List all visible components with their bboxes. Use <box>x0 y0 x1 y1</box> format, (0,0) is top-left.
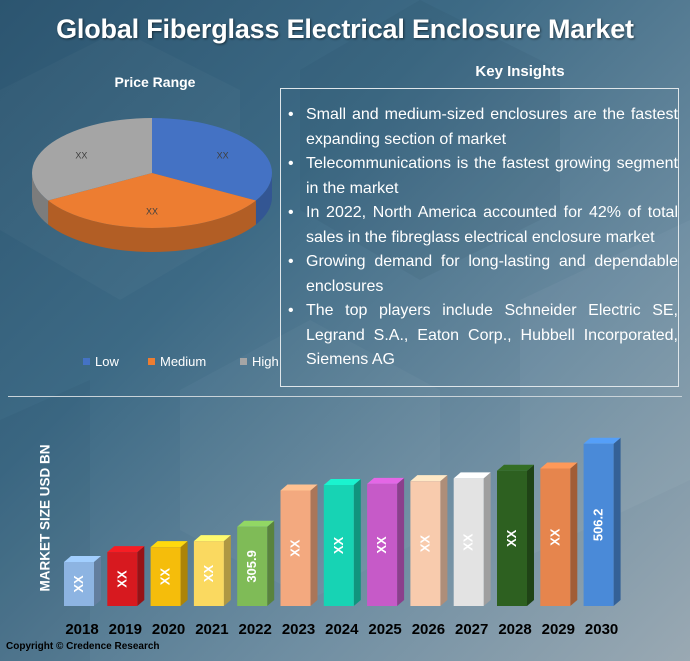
pie-slice-high <box>32 118 152 201</box>
bar-side-2021 <box>223 535 231 606</box>
bar-2019 <box>107 552 138 606</box>
legend-label-high: High <box>252 354 279 369</box>
legend-swatch-high <box>240 358 247 365</box>
bar-2020 <box>150 547 181 606</box>
bar-top-2028 <box>497 464 534 471</box>
bar-data-label: XX <box>201 565 216 583</box>
section-divider <box>8 396 682 397</box>
bar-top-2022 <box>237 520 275 527</box>
bar-2021 <box>193 541 224 606</box>
bar-side-2022 <box>267 520 275 606</box>
bar-side-2023 <box>310 484 318 606</box>
price-range-pie-chart: XX XX XX <box>32 118 272 252</box>
legend-item-medium: Medium <box>148 354 206 370</box>
legend-item-high: High <box>240 354 279 370</box>
bar-side-2024 <box>353 479 361 606</box>
legend-label-low: Low <box>95 354 119 369</box>
insight-item: Growing demand for long-lasting and depe… <box>286 250 678 299</box>
x-tick-label: 2026 <box>411 621 446 638</box>
insight-item: Telecommunications is the fastest growin… <box>286 152 678 201</box>
bar-side-2019 <box>137 546 145 606</box>
bar-2024 <box>323 485 354 606</box>
insights-box <box>280 88 679 387</box>
bar-data-label: XX <box>331 537 346 555</box>
bar-side-2018 <box>94 556 101 606</box>
bar-data-label: XX <box>547 528 562 546</box>
bar-top-2023 <box>280 484 318 491</box>
insight-item: In 2022, North America accounted for 42%… <box>286 201 678 250</box>
x-tick-label: 2027 <box>455 621 489 638</box>
x-tick-label: 2019 <box>108 621 142 638</box>
x-tick-label: 2020 <box>151 621 186 638</box>
pie-slice-side-low <box>255 173 272 225</box>
bar-2022 <box>237 526 268 606</box>
x-tick-label: 2025 <box>368 621 402 638</box>
pie-data-label: XX <box>75 150 87 160</box>
bar-2027 <box>453 478 484 606</box>
bar-side-2026 <box>440 475 448 606</box>
bar-side-2030 <box>613 437 621 606</box>
insights-title: Key Insights <box>475 63 565 80</box>
market-size-bar-chart: XX XX XX XX 305.9 XX XX XX XX XX XX XX 506.2 <box>64 437 621 606</box>
bar-top-2029 <box>540 462 578 469</box>
bar-data-label: XX <box>504 529 519 547</box>
bar-data-label: XX <box>71 575 86 593</box>
bar-2026 <box>410 481 441 606</box>
x-tick-label: 2022 <box>238 621 272 638</box>
bar-2028 <box>497 470 527 606</box>
x-tick-label: 2023 <box>281 621 316 638</box>
pie-chart-title: Price Range <box>114 74 196 90</box>
legend-label-medium: Medium <box>160 354 207 369</box>
bar-top-2020 <box>150 541 188 548</box>
bar-side-2020 <box>180 541 188 606</box>
bar-data-label: 305.9 <box>244 550 259 583</box>
pie-data-label: XX <box>146 206 158 216</box>
page-title: Global Fiberglass Electrical Enclosure M… <box>56 14 634 44</box>
bar-data-label: XX <box>374 536 389 554</box>
x-tick-label: 2029 <box>541 621 575 638</box>
insights-list: Small and medium-sized enclosures are th… <box>286 103 678 373</box>
bar-data-label: 506.2 <box>591 509 606 542</box>
bar-side-2029 <box>570 462 578 606</box>
x-tick-label: 2028 <box>498 621 532 638</box>
bar-2029 <box>540 468 571 606</box>
x-tick-label: 2021 <box>195 621 229 638</box>
bar-top-2030 <box>583 437 621 444</box>
x-tick-label: 2030 <box>584 621 619 638</box>
bar-top-2027 <box>453 472 491 479</box>
legend-swatch-medium <box>148 358 155 365</box>
pie-data-label: XX <box>217 150 229 160</box>
bar-data-label: XX <box>158 568 173 586</box>
pie-slice-side-medium <box>48 200 256 252</box>
bar-top-2025 <box>367 477 405 484</box>
pie-slice-side-high <box>32 173 49 225</box>
bar-side-2028 <box>527 464 534 606</box>
bar-2030 <box>583 443 614 606</box>
bar-side-2025 <box>397 477 405 606</box>
bar-2023 <box>280 490 311 606</box>
bar-top-2019 <box>107 546 145 553</box>
legend-item-low: Low <box>83 354 119 370</box>
bar-top-2018 <box>64 556 101 562</box>
bar-top-2026 <box>410 475 448 482</box>
bar-data-label: XX <box>288 539 303 557</box>
bar-top-2021 <box>193 535 231 542</box>
bar-top-2024 <box>323 479 361 485</box>
insight-item: The top players include Schneider Electr… <box>286 299 678 373</box>
bar-side-2027 <box>483 472 491 606</box>
bar-2018 <box>64 562 94 606</box>
copyright-text: Copyright © Credence Research <box>6 641 160 652</box>
pie-slice-low <box>152 118 272 201</box>
bar-2025 <box>367 483 398 606</box>
x-tick-label: 2018 <box>65 621 99 638</box>
insight-item: Small and medium-sized enclosures are th… <box>286 103 678 152</box>
bar-data-label: XX <box>461 533 476 551</box>
legend-swatch-low <box>83 358 90 365</box>
x-tick-label: 2024 <box>325 621 359 638</box>
bar-data-label: XX <box>417 535 432 553</box>
bar-data-label: XX <box>114 570 129 588</box>
